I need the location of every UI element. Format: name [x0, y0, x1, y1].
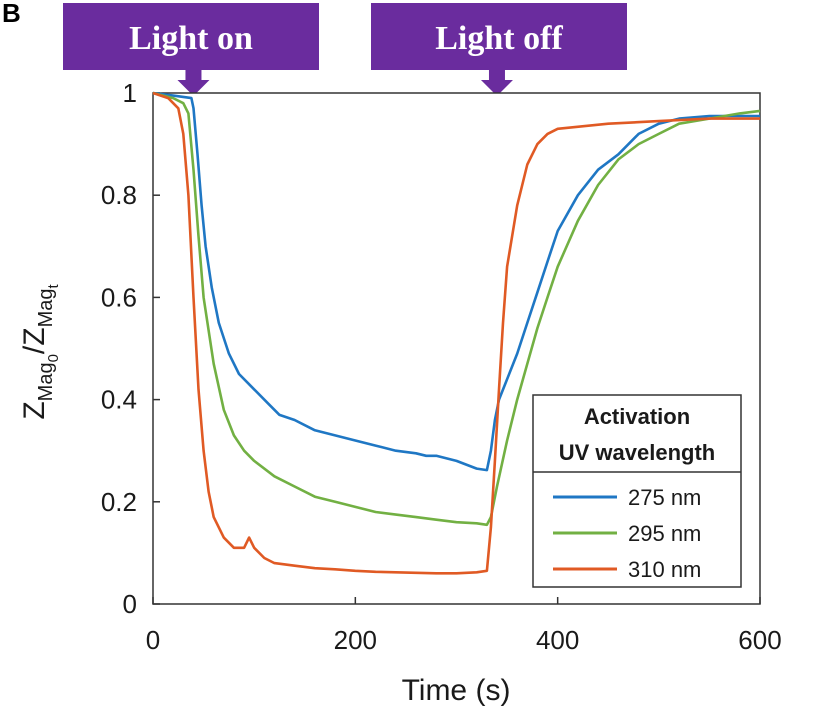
series-lines [152, 91, 761, 575]
y-tick-label: 0 [123, 589, 137, 619]
svg-text:ZMag0/ZMagt: ZMag0/ZMagt [18, 284, 62, 420]
down-arrow-icon [480, 70, 513, 96]
legend-box [532, 394, 742, 588]
x-axis-label: Time (s) [402, 674, 511, 707]
series-line-275-nm [152, 91, 760, 472]
legend-title-line2: UV wavelength [559, 440, 715, 465]
annotation-banner [63, 3, 319, 70]
y-tick-label: 0.8 [101, 180, 137, 210]
y-tick-label: 0.4 [101, 385, 137, 415]
annotation-banner [371, 3, 627, 70]
x-tick-label: 600 [738, 625, 781, 655]
panel-label: B [2, 0, 21, 28]
legend: Activation UV wavelength 275 nm 295 nm 310… [532, 394, 742, 588]
annotation-banners: Light on Light off [63, 3, 627, 96]
series-line-295-nm [152, 91, 761, 527]
legend-items: 275 nm 295 nm 310 nm [553, 485, 701, 582]
y-axis-label: ZMag0/ZMagt [18, 284, 62, 420]
y-tick-label: 1 [123, 78, 137, 108]
x-axis-ticks: 0 200 400 600 [146, 597, 782, 655]
annotation-label: Light off [435, 20, 563, 57]
watermark: 知识泥土六二三 [708, 683, 820, 702]
series-line-310-nm [152, 91, 760, 575]
legend-label: 310 nm [628, 557, 701, 582]
annotation-label: Light on [129, 20, 253, 57]
legend-label: 275 nm [628, 485, 701, 510]
x-tick-label: 400 [536, 625, 579, 655]
legend-label: 295 nm [628, 521, 701, 546]
x-tick-label: 200 [334, 625, 377, 655]
down-arrow-icon [177, 70, 210, 96]
legend-title-line1: Activation [584, 404, 690, 429]
x-tick-label: 0 [146, 625, 160, 655]
y-tick-label: 0.6 [101, 282, 137, 312]
y-axis-ticks: 0 0.2 0.4 0.6 0.8 1 [101, 78, 160, 619]
y-tick-label: 0.2 [101, 487, 137, 517]
